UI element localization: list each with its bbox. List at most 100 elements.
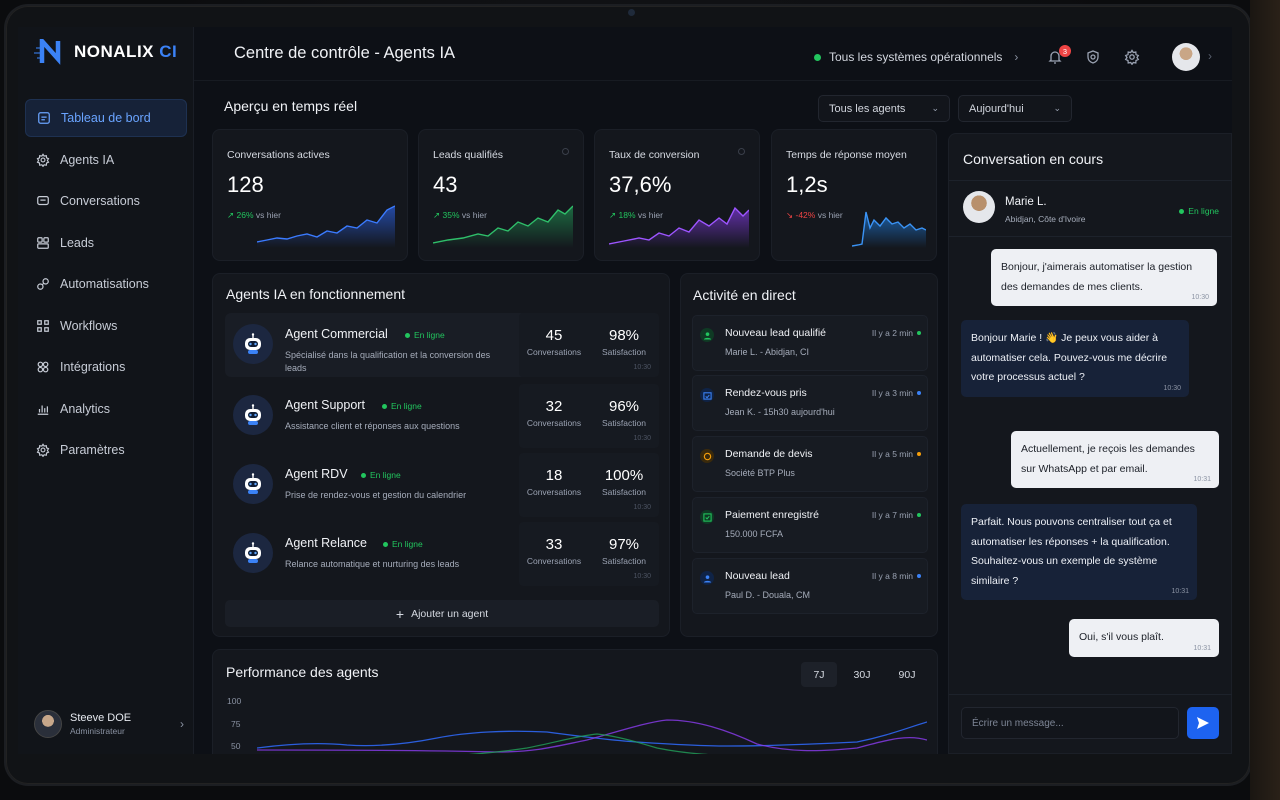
agent-row-support[interactable]: Agent Support En ligne Assistance client… (225, 384, 659, 448)
range-tab-90j[interactable]: 90J (898, 668, 916, 681)
sidebar-item-dashboard[interactable]: Tableau de bord (25, 99, 187, 137)
settings-icon[interactable] (1124, 49, 1140, 65)
agent-description: Assistance client et réponses aux questi… (285, 421, 460, 431)
status-badge: En ligne (1179, 206, 1219, 216)
notification-badge: 3 (1059, 45, 1071, 57)
sidebar-item-automatisations[interactable]: Automatisations (25, 265, 187, 303)
chevron-right-icon: › (1208, 49, 1212, 63)
kpi-label: Conversations actives (227, 149, 330, 161)
user-role: Administrateur (70, 726, 125, 736)
message-text: Bonjour, j'aimerais automatiser la gesti… (1001, 261, 1193, 293)
agent-name: Agent Commercial (285, 327, 388, 341)
period-filter-select[interactable]: Aujourd'hui ⌄ (958, 95, 1072, 122)
agent-row-relance[interactable]: Agent Relance En ligne Relance automatiq… (225, 522, 659, 586)
system-status[interactable]: Tous les systèmes opérationnels › (814, 50, 1018, 64)
y-tick: 50 (231, 741, 241, 751)
bell-icon[interactable] (1047, 49, 1063, 65)
user-icon (700, 328, 714, 342)
status-badge: En ligne (383, 539, 423, 549)
agent-satisfaction: 96% (608, 398, 640, 415)
sidebar-item-leads[interactable]: Leads (25, 224, 187, 262)
sidebar-item-conversations[interactable]: Conversations (25, 182, 187, 220)
chevron-down-icon: ⌄ (1053, 103, 1061, 113)
workflow-icon (37, 319, 49, 332)
activity-item[interactable]: Rendez-vous pris Jean K. - 15h30 aujourd… (692, 375, 928, 431)
logo-text: NONALIX (74, 42, 154, 61)
agent-row-commercial[interactable]: Agent Commercial En ligne Spécialisé dan… (225, 313, 659, 377)
kpi-card-conversion[interactable]: Taux de conversion 37,6% ↗ 18% vs hier (594, 129, 760, 261)
activity-time: Il y a 7 min (872, 510, 921, 520)
message-outgoing: Bonjour, j'aimerais automatiser la gesti… (991, 249, 1217, 306)
agent-description: Prise de rendez-vous et gestion du calen… (285, 490, 467, 500)
divider (949, 180, 1232, 181)
user-profile[interactable]: Steeve DOE Administrateur › (34, 710, 184, 738)
y-tick: 100 (227, 696, 242, 706)
agent-name: Agent Relance (285, 536, 368, 550)
sidebar-item-label: Automatisations (60, 277, 149, 291)
agent-name: Agent RDV (285, 467, 348, 481)
activity-item[interactable]: Paiement enregistré 150.000 FCFA Il y a … (692, 497, 928, 553)
agents-title: Agents IA en fonctionnement (226, 286, 406, 302)
robot-icon (233, 324, 273, 364)
performance-panel: Performance des agents 100 75 50 7J 30J … (212, 649, 938, 754)
message-time: 10:31 (1193, 644, 1211, 652)
info-icon (738, 148, 745, 155)
shield-icon[interactable] (1085, 49, 1101, 65)
add-agent-button[interactable]: + Ajouter un agent (225, 600, 659, 627)
robot-icon (233, 395, 273, 435)
kpi-value: 43 (433, 172, 458, 197)
sparkline-chart (852, 211, 926, 248)
divider (949, 694, 1232, 695)
chevron-right-icon: › (1014, 50, 1019, 64)
activity-item[interactable]: Nouveau lead qualifié Marie L. - Abidjan… (692, 315, 928, 371)
activity-subtitle: Paul D. - Douala, CM (725, 590, 811, 600)
agent-description: Spécialisé dans la qualification et la c… (285, 350, 491, 373)
message-text: Actuellement, je reçois les demandes sur… (1021, 443, 1195, 475)
range-tab-7j[interactable]: 7J (801, 662, 837, 687)
agent-row-rdv[interactable]: Agent RDV En ligne Prise de rendez-vous … (225, 453, 659, 517)
chevron-right-icon: › (180, 717, 184, 731)
activity-title-text: Paiement enregistré (725, 509, 819, 521)
range-tab-30j[interactable]: 30J (853, 668, 871, 681)
logo[interactable]: NONALIX CI (34, 39, 177, 65)
sidebar-item-workflows[interactable]: Workflows (25, 307, 187, 345)
sparkline-chart (609, 206, 749, 248)
agents-filter-select[interactable]: Tous les agents ⌄ (818, 95, 950, 122)
message-time: 10:31 (1171, 588, 1189, 595)
logo-mark-icon (34, 39, 61, 65)
chat-icon (37, 196, 49, 206)
sidebar-item-parametres[interactable]: Paramètres (25, 431, 187, 469)
sidebar-item-analytics[interactable]: Analytics (25, 390, 187, 428)
sidebar-item-integrations[interactable]: Intégrations (25, 348, 187, 386)
users-icon (37, 236, 49, 249)
integration-icon (37, 361, 49, 373)
logo-accent: CI (159, 42, 178, 61)
status-badge: En ligne (405, 330, 445, 340)
kpi-card-conversations[interactable]: Conversations actives 128 ↗ 26% vs hier (212, 129, 408, 261)
kpi-value: 128 (227, 172, 264, 197)
send-button[interactable] (1187, 707, 1219, 739)
quote-icon (700, 449, 714, 463)
status-badge: En ligne (382, 401, 422, 411)
message-input[interactable]: Écrire un message... (961, 707, 1179, 739)
status-badge: En ligne (361, 470, 401, 480)
agent-satisfaction: 97% (608, 536, 640, 553)
avatar (963, 191, 995, 223)
activity-title-text: Demande de devis (725, 448, 813, 460)
activity-item[interactable]: Nouveau lead Paul D. - Douala, CM Il y a… (692, 558, 928, 614)
sidebar-item-label: Leads (60, 235, 95, 250)
message-text: Parfait. Nous pouvons centraliser tout ç… (971, 516, 1172, 587)
activity-subtitle: Marie L. - Abidjan, CI (725, 347, 810, 357)
divider (949, 236, 1232, 237)
series-line-blue (257, 721, 927, 749)
kpi-card-leads[interactable]: Leads qualifiés 43 ↗ 35% vs hier (418, 129, 584, 261)
activity-panel: Activité en direct Nouveau lead qualifié… (680, 273, 938, 637)
y-tick: 75 (231, 719, 241, 729)
activity-item[interactable]: Demande de devis Société BTP Plus Il y a… (692, 436, 928, 492)
avatar[interactable] (1172, 43, 1200, 71)
agent-conversations: 45 (545, 327, 563, 344)
info-icon (562, 148, 569, 155)
sidebar-item-agents[interactable]: Agents IA (25, 141, 187, 179)
kpi-card-response-time[interactable]: Temps de réponse moyen 1,2s ↘ -42% vs hi… (771, 129, 937, 261)
plus-icon: + (395, 605, 405, 622)
